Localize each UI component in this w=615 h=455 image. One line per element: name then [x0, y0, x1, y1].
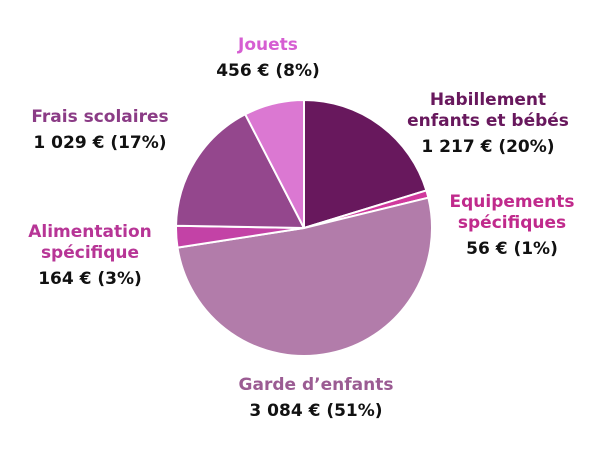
- slice-label-habillement-enfants-et-bebes-line-1: Habillement: [430, 90, 546, 110]
- slice-value-habillement-enfants-et-bebes: 1 217 € (20%): [421, 137, 554, 157]
- pie-slice-garde-d-enfants: [176, 196, 433, 357]
- slice-label-jouets-line-1: Jouets: [237, 35, 298, 55]
- slice-value-garde-d-enfants: 3 084 € (51%): [249, 401, 382, 421]
- slice-label-frais-scolaires-line-1: Frais scolaires: [31, 107, 168, 127]
- slice-value-frais-scolaires: 1 029 € (17%): [33, 133, 166, 153]
- slice-label-equipements-specifiques-line-2: spécifiques: [458, 213, 566, 233]
- slice-label-garde-d-enfants-line-1: Garde d’enfants: [239, 375, 394, 395]
- pie-slice-habillement-enfants-et-bebes: [303, 99, 428, 229]
- pie-slice-jouets: [244, 99, 305, 229]
- slice-label-equipements-specifiques-line-1: Equipements: [449, 192, 574, 212]
- slice-value-alimentation-specifique: 164 € (3%): [38, 269, 142, 289]
- slice-value-equipements-specifiques: 56 € (1%): [466, 239, 558, 259]
- pie-slice-frais-scolaires: [175, 113, 305, 229]
- pie-slices: [175, 99, 433, 357]
- slice-label-habillement-enfants-et-bebes-line-2: enfants et bébés: [407, 111, 569, 131]
- slice-label-alimentation-specifique-line-2: spécifique: [41, 243, 139, 263]
- slice-label-alimentation-specifique-line-1: Alimentation: [28, 222, 152, 242]
- slice-value-jouets: 456 € (8%): [216, 61, 320, 81]
